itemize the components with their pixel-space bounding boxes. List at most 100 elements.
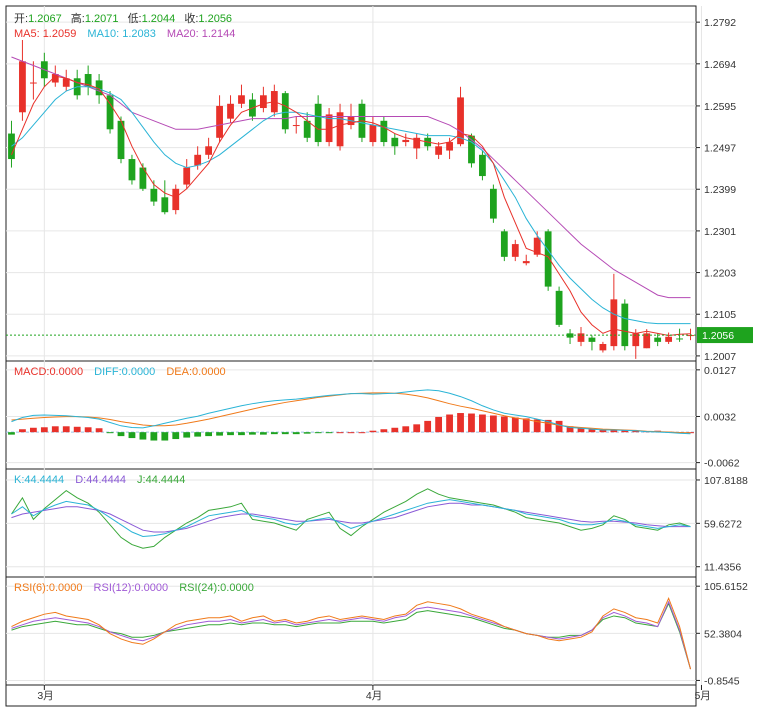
macd-bar bbox=[577, 428, 585, 433]
x-tick-label: 4月 bbox=[366, 690, 382, 702]
macd-bar bbox=[62, 426, 70, 433]
macd-bar bbox=[610, 429, 618, 433]
candle-body bbox=[161, 197, 169, 213]
macd-bar bbox=[205, 432, 213, 437]
macd-bar bbox=[391, 427, 399, 433]
dea-line bbox=[11, 392, 691, 434]
macd-bar bbox=[457, 413, 464, 433]
kdj-panel bbox=[11, 488, 691, 549]
candle-body bbox=[292, 125, 300, 127]
macd-bar bbox=[325, 432, 333, 434]
diff-line bbox=[11, 389, 691, 435]
candle-body bbox=[544, 231, 552, 287]
macd-bar bbox=[336, 432, 344, 434]
candle-body bbox=[19, 61, 26, 113]
candle-body bbox=[216, 105, 223, 138]
candle-body bbox=[106, 95, 114, 130]
candle-body bbox=[380, 120, 388, 143]
candle-body bbox=[457, 97, 464, 145]
candle-body bbox=[555, 290, 563, 325]
candle-body bbox=[479, 154, 486, 177]
macd-bar bbox=[500, 416, 508, 433]
candle-body bbox=[610, 299, 618, 347]
rsi-header: RSI(6):0.0000 RSI(12):0.0000 RSI(24):0.0… bbox=[14, 582, 254, 594]
candle-body bbox=[205, 146, 213, 155]
macd-bar bbox=[468, 413, 475, 433]
candle-body bbox=[95, 80, 103, 96]
candle-body bbox=[29, 82, 37, 84]
candle-body bbox=[259, 95, 267, 109]
price-tick-label: 1.2007 bbox=[704, 351, 736, 363]
candle-body bbox=[435, 146, 443, 155]
candle-body bbox=[446, 142, 453, 151]
macd-bar bbox=[380, 429, 388, 433]
macd-bar bbox=[95, 428, 103, 433]
price-tick-label: 1.2792 bbox=[704, 17, 736, 29]
macd-bar bbox=[402, 426, 410, 433]
macd-bar bbox=[117, 432, 125, 437]
macd-bar bbox=[128, 432, 136, 439]
macd-bar bbox=[544, 419, 552, 433]
candle-body bbox=[654, 337, 662, 342]
macd-bar bbox=[424, 420, 432, 433]
candle-body bbox=[150, 188, 158, 202]
candle-body bbox=[676, 338, 683, 340]
macd-bar bbox=[194, 432, 202, 437]
candle-body bbox=[227, 103, 234, 119]
kdj-tick-label: 11.4356 bbox=[704, 562, 741, 574]
macd-bar bbox=[632, 430, 640, 433]
macd-bar bbox=[599, 429, 607, 433]
x-tick-label: 5月 bbox=[694, 690, 710, 702]
macd-bar bbox=[8, 432, 15, 435]
macd-header: MACD:0.0000 DIFF:0.0000 DEA:0.0000 bbox=[14, 366, 226, 378]
macd-bar bbox=[227, 432, 234, 436]
price-tick-label: 1.2105 bbox=[704, 309, 736, 321]
macd-bar bbox=[238, 432, 245, 436]
candle-body bbox=[51, 74, 59, 83]
ohlc-header: 开:1.2067 高:1.2071 低:1.2044 收:1.2056 bbox=[14, 11, 232, 25]
rsi-tick-label: 52.3804 bbox=[704, 628, 742, 640]
candle-body bbox=[599, 343, 607, 351]
candle-body bbox=[172, 188, 180, 211]
macd-bar bbox=[172, 432, 180, 440]
macd-bar bbox=[314, 432, 322, 434]
macd-bar bbox=[19, 429, 26, 433]
chart-frame bbox=[5, 5, 697, 707]
price-tick-label: 1.2301 bbox=[704, 226, 736, 238]
candle-body bbox=[303, 120, 311, 138]
price-tick-label: 1.2497 bbox=[704, 143, 736, 155]
macd-bar bbox=[249, 432, 256, 435]
macd-bar bbox=[479, 414, 486, 433]
macd-bar bbox=[106, 432, 114, 434]
macd-bar bbox=[489, 415, 497, 433]
last-price-label: 1.2056 bbox=[702, 330, 734, 342]
ma5-line bbox=[11, 75, 691, 336]
macd-bar bbox=[533, 419, 541, 433]
macd-bar bbox=[216, 432, 223, 436]
candle-body bbox=[402, 139, 410, 143]
candle-body bbox=[413, 137, 421, 149]
macd-bar bbox=[621, 430, 629, 433]
j-line bbox=[11, 488, 691, 549]
ma-header: MA5: 1.2059 MA10: 1.2083 MA20: 1.2144 bbox=[14, 28, 235, 40]
axis-labels: 1.2792 1.2694 1.2595 1.2497 1.2399 1.2301 1.22… bbox=[37, 17, 753, 702]
macd-bar bbox=[270, 432, 278, 435]
candle-body bbox=[128, 159, 136, 181]
macd-bar bbox=[51, 426, 59, 433]
macd-bar bbox=[369, 430, 377, 433]
candle-body bbox=[325, 114, 333, 143]
macd-bar bbox=[511, 417, 519, 433]
candle-body bbox=[238, 95, 245, 104]
candle-body bbox=[139, 167, 147, 189]
macd-bar bbox=[347, 432, 355, 434]
macd-bar bbox=[358, 432, 366, 434]
candle-body bbox=[281, 93, 289, 130]
candle-body bbox=[489, 188, 497, 219]
candle-body bbox=[533, 237, 541, 255]
candle-body bbox=[369, 125, 377, 143]
price-panel bbox=[6, 40, 696, 359]
candle-body bbox=[665, 336, 673, 342]
rsi-tick-label: 105.6152 bbox=[704, 581, 748, 593]
kdj-tick-label: 59.6272 bbox=[704, 518, 742, 530]
